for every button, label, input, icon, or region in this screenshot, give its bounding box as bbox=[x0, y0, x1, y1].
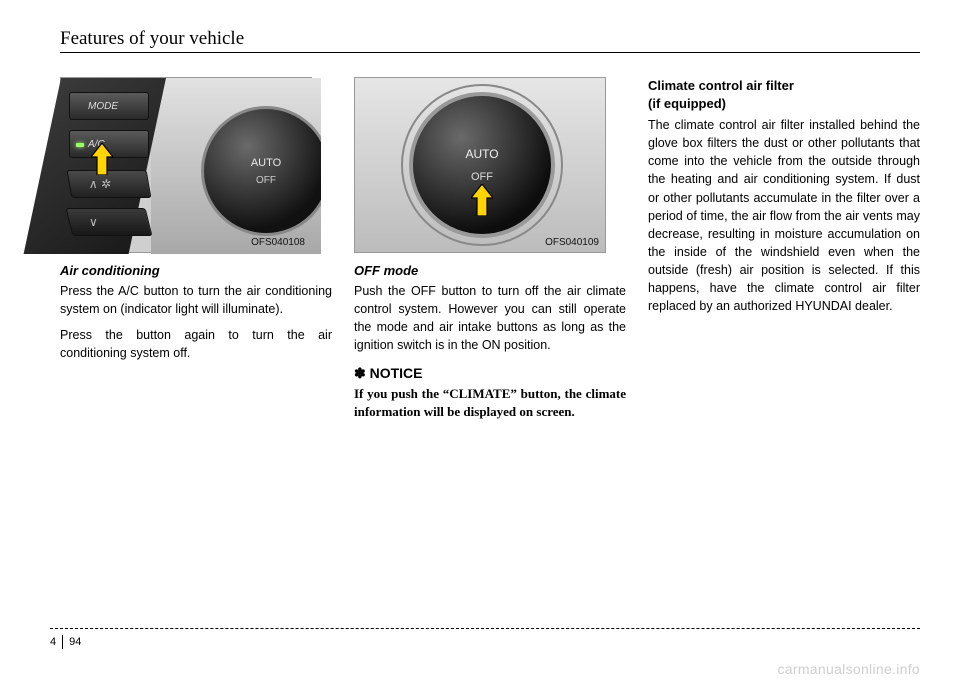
subhead-air-conditioning: Air conditioning bbox=[60, 263, 332, 278]
notice-body: If you push the “CLIMATE” button, the cl… bbox=[354, 385, 626, 421]
ac-led-icon bbox=[76, 143, 84, 147]
dial-off-label: OFF bbox=[256, 175, 276, 186]
para: The climate control air filter installed… bbox=[648, 116, 920, 315]
subhead-line1: Climate control air filter bbox=[648, 78, 794, 93]
dial-auto-label: AUTO bbox=[251, 157, 281, 169]
section-number: 4 bbox=[50, 636, 56, 648]
chevron-down-icon: ∨ bbox=[86, 215, 98, 229]
page-number: 4 94 bbox=[50, 635, 920, 649]
para: Push the OFF button to turn off the air … bbox=[354, 282, 626, 355]
figure-ac-button: AUTO OFF MODE A/C ∧ ✲ ∨ OFS040108 bbox=[60, 77, 312, 253]
ac-button: A/C bbox=[69, 130, 149, 158]
subhead-climate-filter: Climate control air filter (if equipped) bbox=[648, 77, 920, 112]
mode-button-label: MODE bbox=[88, 101, 118, 112]
page-footer: 4 94 bbox=[50, 628, 920, 649]
chevron-up-icon: ∧ ✲ bbox=[87, 177, 112, 191]
column-3: Climate control air filter (if equipped)… bbox=[648, 77, 920, 421]
figure-label: OFS040108 bbox=[251, 237, 305, 248]
para: Press the button again to turn the air c… bbox=[60, 326, 332, 362]
page-number-separator bbox=[62, 635, 63, 649]
fan-up-button: ∧ ✲ bbox=[67, 170, 152, 198]
subhead-line2: (if equipped) bbox=[648, 96, 726, 111]
page-number-value: 94 bbox=[69, 636, 81, 648]
dial-auto-label: AUTO bbox=[465, 147, 498, 161]
dial-auto-off: AUTO OFF bbox=[409, 92, 555, 238]
columns: AUTO OFF MODE A/C ∧ ✲ ∨ OFS040108 bbox=[60, 77, 920, 421]
figure-label: OFS040109 bbox=[545, 237, 599, 248]
fan-down-button: ∨ bbox=[66, 208, 153, 236]
subhead-off-mode: OFF mode bbox=[354, 263, 626, 278]
para: Press the A/C button to turn the air con… bbox=[60, 282, 332, 318]
dial-off-label: OFF bbox=[471, 171, 493, 183]
figure-off-mode: AUTO OFF OFS040109 bbox=[354, 77, 606, 253]
ac-button-label: A/C bbox=[88, 139, 105, 150]
footer-divider bbox=[50, 628, 920, 629]
dial-area: AUTO OFF bbox=[151, 78, 321, 254]
page-title: Features of your vehicle bbox=[60, 28, 920, 50]
notice-heading: ✽ NOTICE bbox=[354, 365, 626, 382]
column-2: AUTO OFF OFS040109 OFF mode Push the OFF… bbox=[354, 77, 626, 421]
watermark: carmanualsonline.info bbox=[778, 661, 921, 677]
page-header: Features of your vehicle bbox=[60, 28, 920, 53]
dial-auto-off: AUTO OFF bbox=[201, 106, 321, 236]
column-1: AUTO OFF MODE A/C ∧ ✲ ∨ OFS040108 bbox=[60, 77, 332, 421]
mode-button: MODE bbox=[69, 92, 149, 120]
